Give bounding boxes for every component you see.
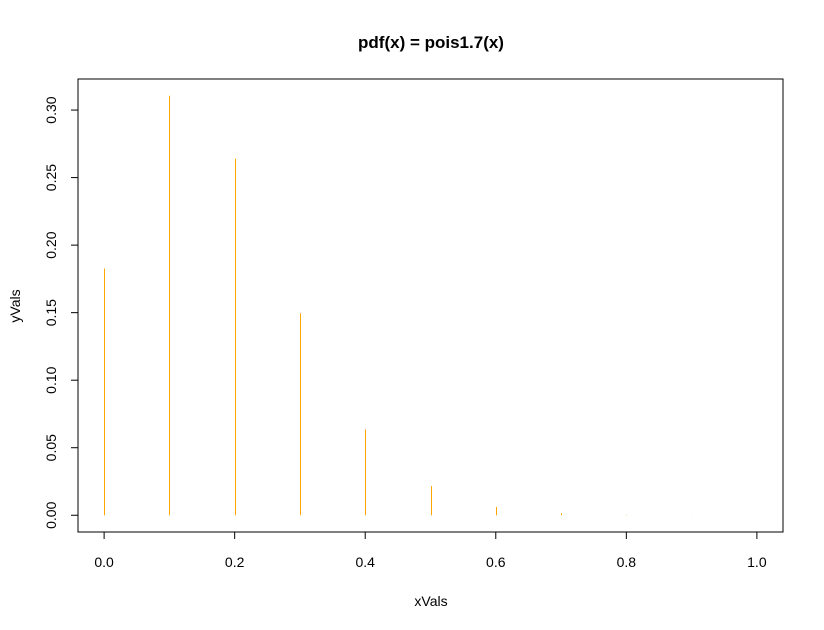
- x-tick-label: 0.6: [486, 554, 506, 570]
- plot-frame: [77, 78, 784, 533]
- bars-group: [104, 95, 758, 516]
- y-tick-label: 0.30: [43, 96, 59, 123]
- x-tick-label: 0.0: [94, 554, 114, 570]
- y-tick-label: 0.15: [43, 299, 59, 326]
- x-tick-label: 0.4: [355, 554, 375, 570]
- x-tick-label: 0.2: [225, 554, 245, 570]
- x-tick-label: 1.0: [747, 554, 767, 570]
- y-tick-label: 0.05: [43, 434, 59, 461]
- y-axis-label: yVals: [7, 289, 23, 322]
- x-axis-label: xVals: [414, 593, 447, 609]
- y-tick-label: 0.20: [43, 231, 59, 258]
- y-tick-label: 0.00: [43, 501, 59, 528]
- y-tick-label: 0.10: [43, 366, 59, 393]
- chart-title: pdf(x) = pois1.7(x): [358, 33, 504, 52]
- y-axis: 0.00 0.05 0.10 0.15 0.20 0.25 0.30: [43, 96, 79, 529]
- y-tick-label: 0.25: [43, 164, 59, 191]
- x-tick-label: 0.8: [617, 554, 637, 570]
- x-axis: 0.0 0.2 0.4 0.6 0.8 1.0: [94, 531, 767, 570]
